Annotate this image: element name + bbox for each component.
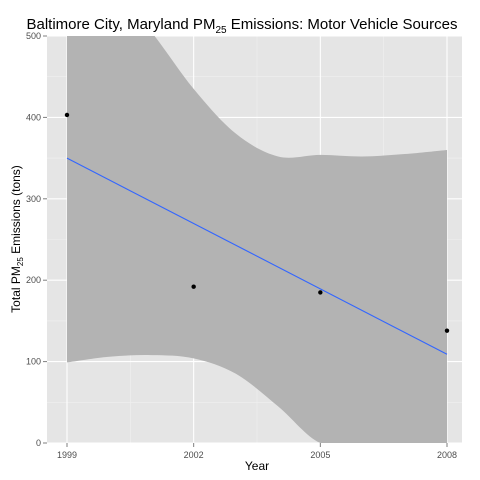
y-tick-label: 200	[26, 275, 41, 285]
x-tick-label: 2002	[184, 450, 204, 460]
trend-line	[66, 157, 448, 355]
x-axis-label: Year	[245, 459, 269, 473]
y-tick-label: 0	[36, 438, 41, 448]
y-tick-label: 100	[26, 357, 41, 367]
y-tick-label: 400	[26, 112, 41, 122]
data-point	[64, 112, 70, 118]
chart-title: Baltimore City, Maryland PM25 Emissions:…	[27, 16, 458, 36]
data-point	[318, 290, 323, 295]
confidence-band	[67, 36, 447, 443]
data-point	[191, 284, 196, 289]
data-points	[64, 112, 450, 333]
y-tick-label: 300	[26, 194, 41, 204]
data-point	[444, 328, 450, 333]
x-axis-ticks: 1999 2002 2005 2008	[57, 443, 457, 460]
y-axis-ticks: 0 100 200 300 400 500	[26, 31, 47, 448]
x-tick-label: 1999	[57, 450, 77, 460]
x-tick-label: 2008	[437, 450, 457, 460]
y-axis-label: Total PM25 Emissions (tons)	[9, 165, 25, 313]
x-tick-label: 2005	[310, 450, 330, 460]
y-tick-label: 500	[26, 31, 41, 41]
